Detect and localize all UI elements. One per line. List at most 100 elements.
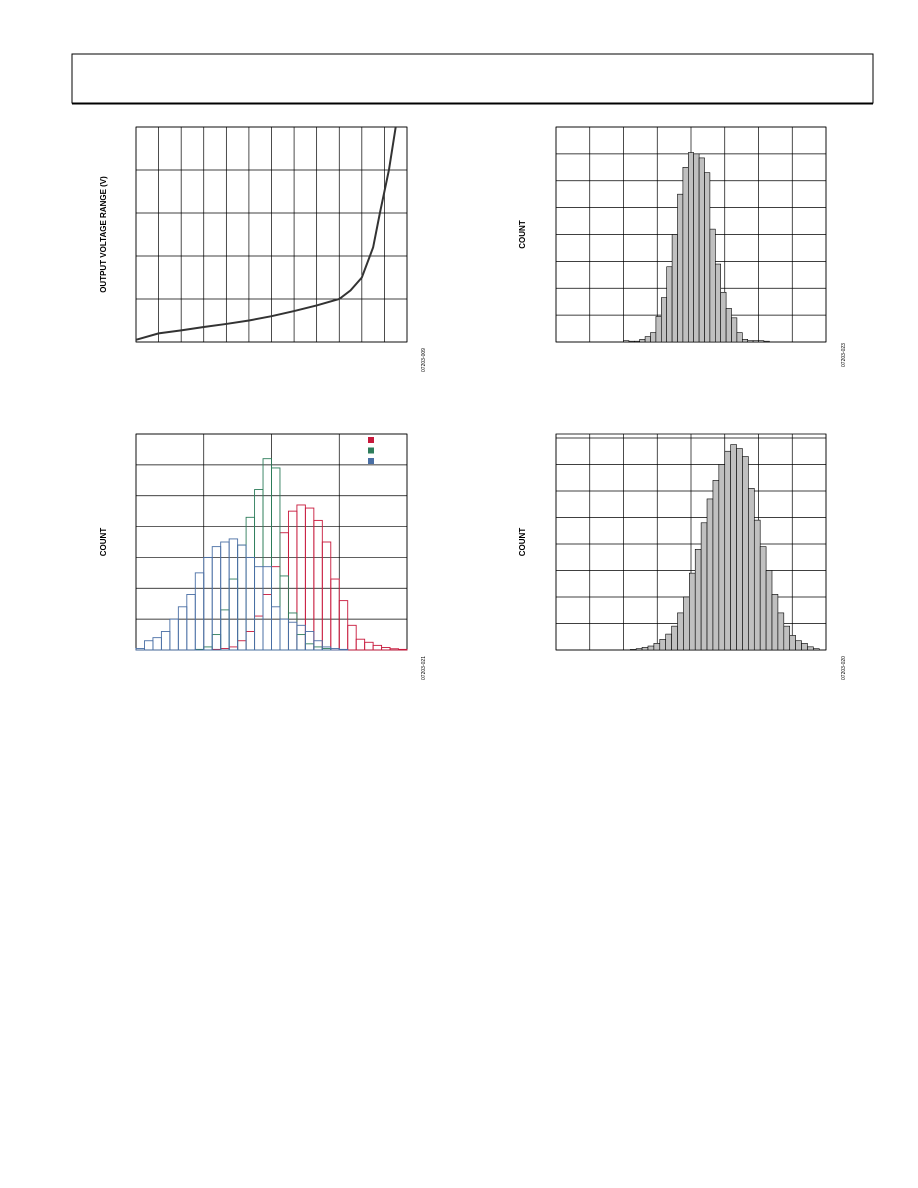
histogram-bar	[398, 648, 408, 651]
histogram-bar	[795, 640, 802, 651]
histogram-bar	[765, 570, 773, 651]
histogram-bar	[653, 643, 661, 651]
histogram-bar	[747, 340, 754, 343]
histogram-bar	[641, 647, 649, 651]
histogram-bar	[254, 615, 264, 651]
histogram-bar	[644, 336, 651, 343]
histogram-bar	[639, 339, 646, 343]
histogram-bar	[801, 643, 808, 651]
histogram-bar	[144, 640, 154, 651]
plot-frame	[135, 126, 408, 343]
histogram-bar	[709, 228, 716, 343]
histogram-bar	[304, 643, 315, 651]
histogram-bar	[364, 641, 374, 651]
histogram-bar	[720, 291, 727, 343]
histogram-bar	[279, 575, 289, 651]
legend-swatch	[368, 458, 374, 464]
histogram-bar	[389, 648, 399, 651]
histogram-bar	[689, 572, 696, 651]
histogram-bar	[813, 648, 820, 651]
histogram-bar	[783, 625, 791, 651]
histogram-bar	[220, 609, 230, 651]
histogram-bar	[313, 646, 323, 651]
histogram-bar	[372, 644, 383, 651]
histogram-bar	[271, 566, 281, 651]
histogram-bar	[194, 572, 205, 651]
histogram-bar	[718, 464, 726, 651]
histogram-bar	[279, 532, 289, 651]
histogram-bar	[169, 618, 179, 651]
histogram-bar	[203, 646, 213, 651]
histogram-bar	[152, 637, 162, 651]
histogram-bar	[633, 340, 640, 343]
histogram-bar	[660, 297, 667, 343]
histogram-bar	[228, 646, 239, 651]
figure-id: 07203-021	[421, 656, 427, 680]
histogram-bar	[628, 340, 635, 343]
header-box	[71, 53, 874, 104]
histogram-bar	[714, 263, 721, 343]
histogram-bar	[203, 556, 213, 651]
histogram-bar	[287, 510, 298, 651]
histogram-bar	[271, 606, 281, 651]
histogram-bar	[694, 548, 702, 651]
histogram-bar	[160, 631, 171, 651]
histogram-bar	[338, 648, 349, 651]
histogram-bar	[671, 234, 678, 343]
histogram-bar	[683, 596, 690, 651]
histogram-bar	[698, 157, 705, 343]
histogram-bar	[304, 631, 315, 651]
histogram-bar	[237, 640, 247, 651]
histogram-bar	[254, 489, 264, 651]
histogram-bar	[704, 172, 711, 343]
histogram-bar	[742, 456, 749, 651]
histogram-bar	[748, 488, 755, 651]
histogram-bar	[228, 578, 239, 651]
histogram-bar	[666, 266, 673, 343]
y-axis-title: COUNT	[518, 220, 527, 249]
histogram-bar	[724, 450, 731, 651]
histogram-bar	[655, 316, 662, 343]
histogram-bar	[279, 618, 289, 651]
histogram-bar	[736, 332, 743, 343]
histogram-bar	[753, 519, 761, 651]
histogram-bar	[763, 340, 770, 343]
histogram-bar	[186, 594, 196, 651]
histogram-bar	[665, 633, 672, 651]
histogram-bar	[211, 634, 222, 651]
histogram-bar	[245, 516, 256, 651]
histogram-bar	[304, 507, 315, 651]
histogram-bar	[677, 612, 684, 651]
histogram-bar	[647, 645, 655, 651]
histogram-bar	[671, 625, 678, 651]
histogram-bar	[262, 594, 272, 651]
chart: COUNT 07203-021	[99, 433, 427, 680]
histogram-bar	[677, 193, 684, 343]
histogram-bar	[771, 594, 779, 651]
legend-swatch	[368, 437, 374, 443]
histogram-bar	[741, 339, 748, 343]
figure-id: 07203-009	[421, 348, 427, 372]
histogram-bar	[321, 541, 332, 651]
histogram-bar	[135, 648, 145, 651]
legend-swatch	[368, 447, 374, 454]
histogram-bar	[245, 631, 256, 651]
histogram-bar	[338, 600, 349, 651]
histogram-bar	[682, 167, 689, 343]
histogram-bar	[313, 640, 323, 651]
histogram-bar	[807, 646, 814, 651]
y-axis-title: COUNT	[518, 528, 527, 557]
histogram-bar	[287, 612, 298, 651]
figure-id: 07203-023	[841, 343, 847, 367]
histogram-bar	[789, 635, 796, 651]
histogram-bar	[381, 647, 391, 651]
histogram-bar	[731, 317, 738, 343]
histogram-bar	[736, 448, 743, 651]
histogram-bar	[245, 556, 256, 651]
histogram-bar	[262, 566, 272, 651]
histogram-bar	[635, 648, 643, 651]
histogram-bar	[313, 519, 323, 651]
figure-id: 07203-020	[841, 656, 847, 680]
histogram-bar	[237, 544, 247, 651]
